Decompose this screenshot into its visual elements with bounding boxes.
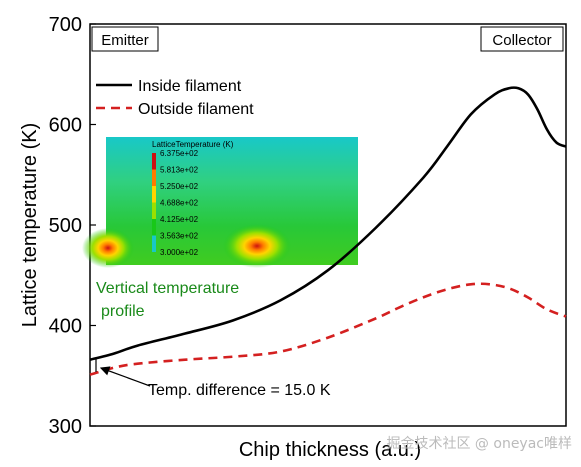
vertical-profile-annotation-line1: Vertical temperature (96, 280, 239, 297)
colorbar-label-4: 4.125e+02 (160, 215, 199, 224)
colorbar-segment-2 (152, 186, 156, 203)
series-layer (89, 86, 567, 376)
collector-label-box (480, 26, 564, 52)
colorbar-label-2: 5.250e+02 (160, 182, 199, 191)
vertical-profile-annotation-line2: profile (101, 303, 145, 320)
emitter-label: Emitter (101, 32, 149, 49)
legend-label-outside: Outside filament (138, 101, 254, 118)
y-tick-label-4: 700 (49, 14, 82, 36)
y-tick-label-1: 400 (49, 316, 82, 338)
colorbar-segment-4 (152, 219, 156, 236)
inset-colorbar: 6.375e+02 5.813e+02 5.250e+02 4.688e+02 4.12… (152, 149, 199, 257)
y-tick-label-3: 600 (49, 115, 82, 137)
hotspot-left (82, 228, 134, 268)
hotspot-center (223, 224, 291, 268)
y-axis-ticks: 300 400 500 600 700 (49, 14, 96, 438)
series-line-inside-filament (89, 86, 567, 361)
inset-title: LatticeTemperature (K) (152, 140, 234, 149)
colorbar-segment-1 (152, 169, 156, 186)
colorbar-segment-3 (152, 202, 156, 219)
y-axis-title: Lattice temperature (K) (19, 123, 41, 328)
collector-label: Collector (492, 32, 551, 49)
temp-difference-arrow (99, 366, 151, 387)
colorbar-segment-0 (152, 153, 156, 170)
inset-heatmap: LatticeTemperature (K) 6.375e+02 5.813e+0… (82, 137, 358, 268)
colorbar-label-3: 4.688e+02 (160, 199, 199, 208)
temp-difference-label: Temp. difference = 15.0 K (148, 382, 331, 399)
watermark: 掘金技术社区 @ oneyac唯样 (386, 436, 572, 452)
colorbar-segment-5 (152, 235, 156, 252)
x-axis-title: Chip thickness (a.u.) (239, 439, 421, 461)
series-line-outside-filament (89, 282, 567, 376)
colorbar-label-6: 3.000e+02 (160, 248, 199, 257)
y-tick-label-2: 500 (49, 215, 82, 237)
colorbar-label-5: 3.563e+02 (160, 232, 199, 241)
y-tick-label-0: 300 (49, 416, 82, 438)
colorbar-label-0: 6.375e+02 (160, 149, 199, 158)
legend: Inside filament Outside filament (96, 78, 254, 118)
legend-label-inside: Inside filament (138, 78, 242, 95)
emitter-label-box (91, 26, 159, 52)
colorbar-label-1: 5.813e+02 (160, 166, 199, 175)
